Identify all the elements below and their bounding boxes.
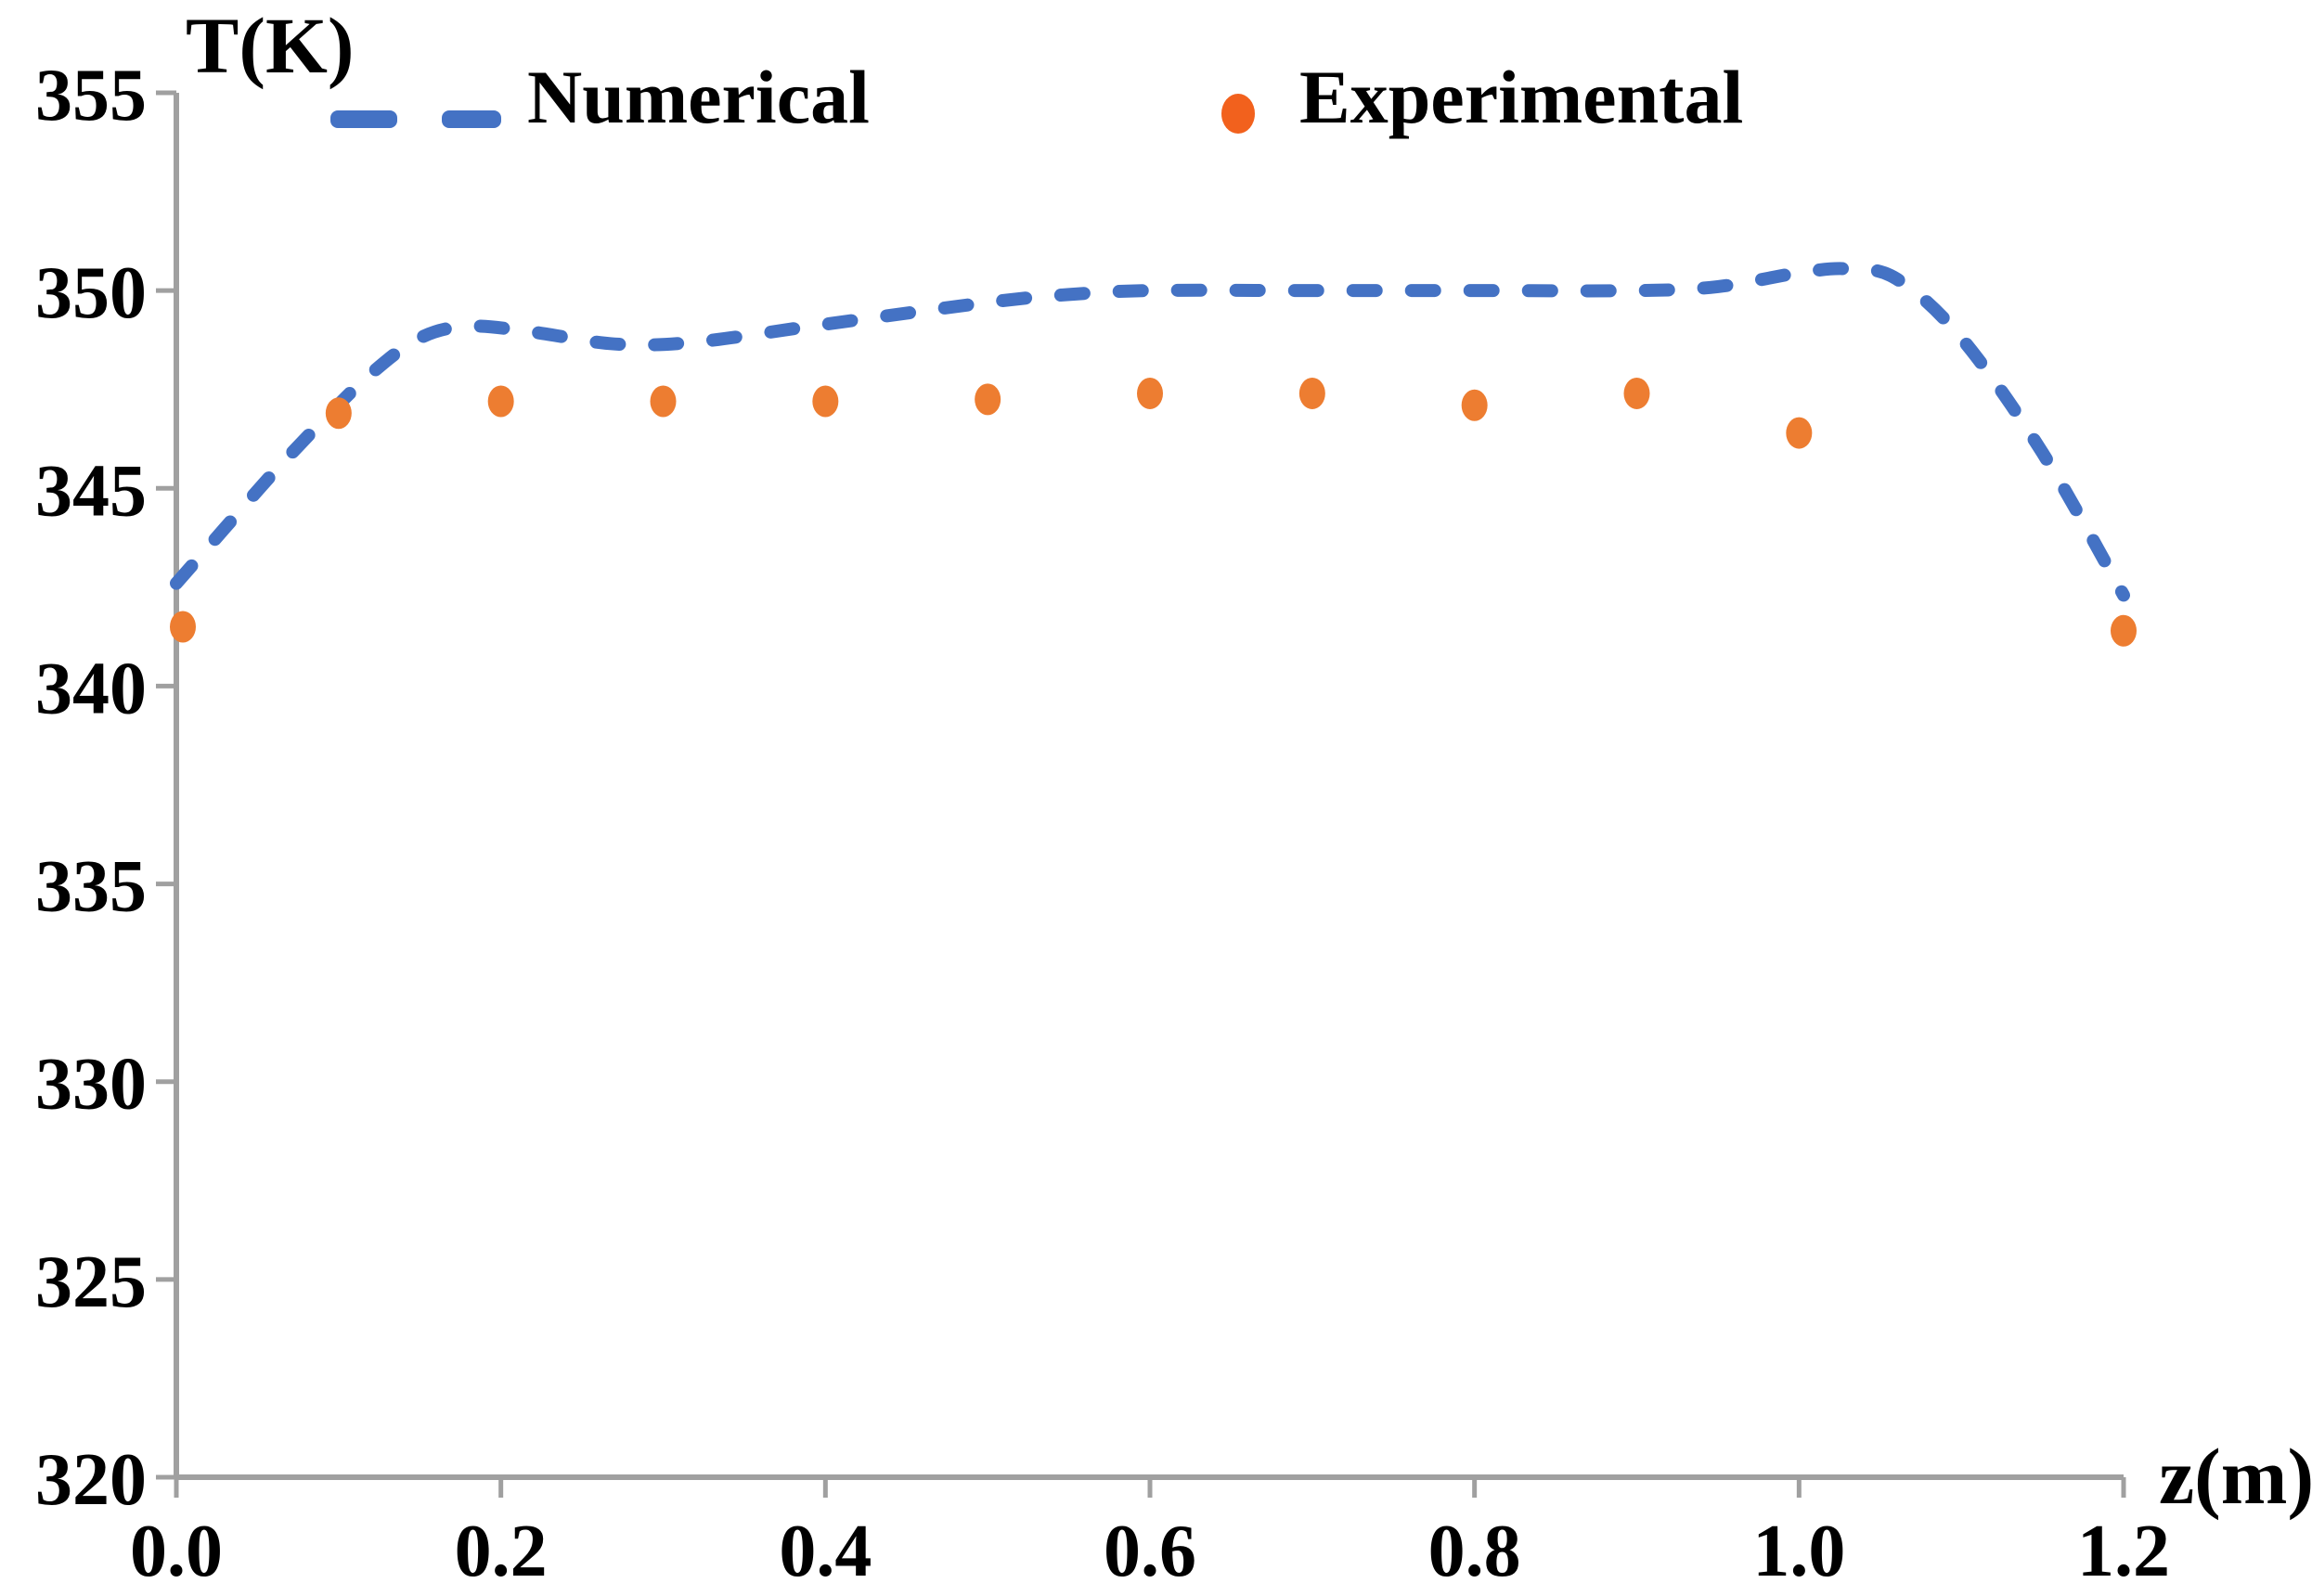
y-tick-label: 320 (35, 1439, 147, 1521)
experimental-data-point (650, 385, 677, 418)
y-tick-label: 350 (35, 252, 147, 334)
experimental-data-point (487, 385, 514, 418)
y-tick-label: 355 (35, 55, 147, 136)
x-axis-title: z(m) (2159, 1432, 2312, 1521)
x-tick-label: 0.4 (779, 1511, 872, 1592)
experimental-data-point (1298, 377, 1325, 409)
experimental-dot-icon (1221, 94, 1255, 134)
legend-item-experimental: Experimental (1221, 0, 1778, 186)
numerical-dash-icon (442, 110, 501, 128)
x-tick-label: 0.2 (455, 1511, 548, 1592)
experimental-data-point (812, 385, 839, 418)
experimental-data-point (170, 611, 196, 643)
y-axis-title: T(K) (186, 1, 355, 90)
y-tick-label: 330 (35, 1044, 147, 1126)
experimental-data-point (1137, 377, 1163, 409)
experimental-data-point (975, 383, 1001, 416)
experimental-data-point (1786, 417, 1813, 449)
x-tick-label: 0.6 (1104, 1511, 1196, 1592)
x-tick-label: 1.2 (2077, 1511, 2170, 1592)
y-tick-label: 335 (35, 846, 147, 928)
x-tick-label: 0.0 (130, 1511, 223, 1592)
y-tick-label: 325 (35, 1242, 147, 1323)
experimental-data-point (325, 397, 352, 430)
legend-item-numerical: Numerical (330, 0, 887, 186)
y-tick-label: 345 (35, 450, 147, 532)
legend-label-numerical: Numerical (527, 55, 870, 139)
x-tick-label: 0.8 (1428, 1511, 1521, 1592)
x-tick-label: 1.0 (1752, 1511, 1845, 1592)
experimental-data-point (1623, 377, 1650, 409)
numerical-series-line (170, 262, 2130, 602)
experimental-data-point (1461, 389, 1488, 421)
experimental-data-point (2111, 614, 2137, 647)
y-tick-label: 340 (35, 648, 147, 729)
numerical-dash-icon (330, 110, 397, 128)
legend-label-experimental: Experimental (1299, 55, 1744, 139)
